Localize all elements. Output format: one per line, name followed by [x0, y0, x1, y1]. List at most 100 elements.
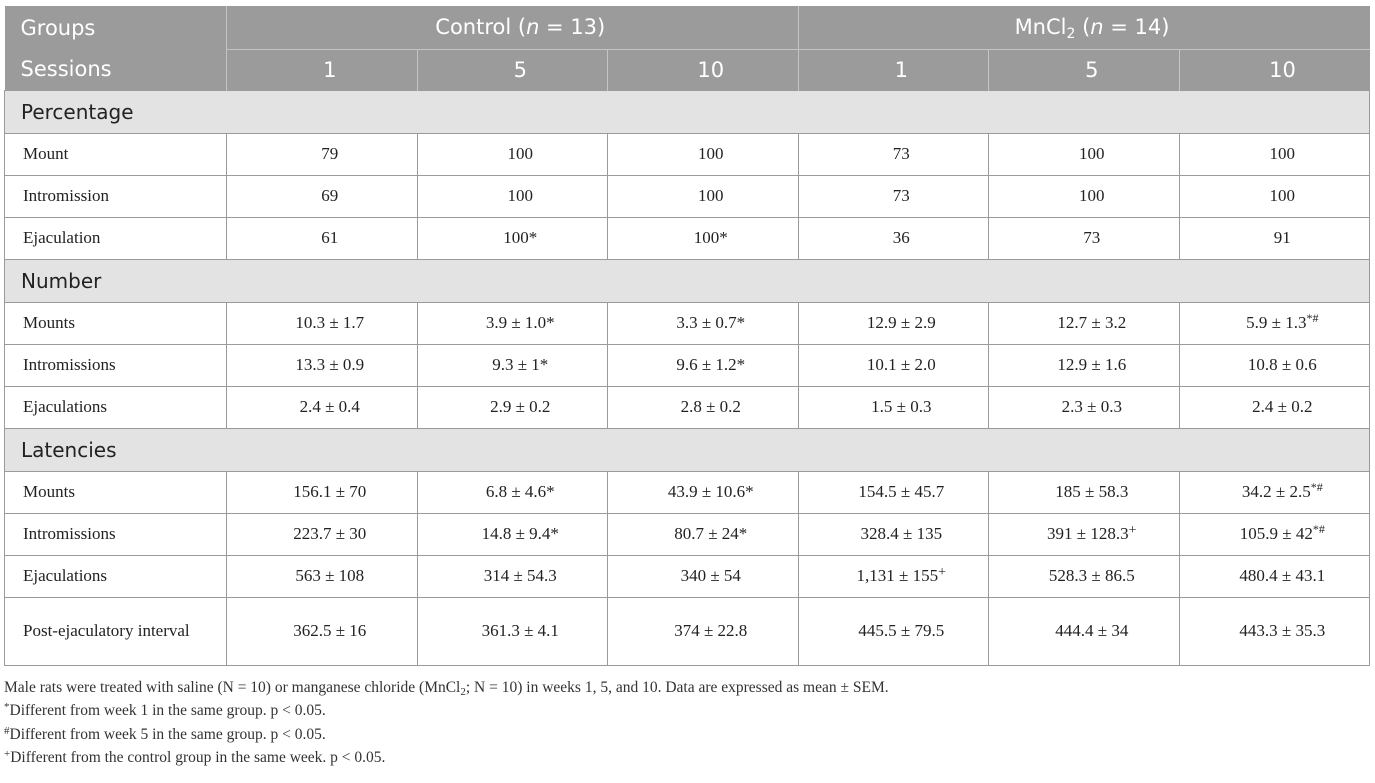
table-cell: 362.5 ± 16 — [226, 596, 418, 666]
table-row: Intromission 69 100 100 73 100 100 — [4, 174, 1371, 218]
table-cell: 9.3 ± 1* — [416, 343, 608, 387]
table-cell: 2.4 ± 0.2 — [1178, 385, 1371, 429]
session-header: 1 — [797, 49, 989, 90]
session-header: 5 — [988, 49, 1180, 90]
table-cell: 2.4 ± 0.4 — [226, 385, 418, 429]
table-cell: 100* — [607, 216, 799, 260]
cell-value: 100 — [1269, 144, 1296, 163]
row-label: Mounts — [4, 470, 227, 514]
table-row: Ejaculations 563 ± 108 314 ± 54.3 340 ± 54 1… — [4, 554, 1371, 598]
footnote-main-sub: 2 — [460, 685, 466, 698]
cell-value: 314 ± 54.3 — [483, 566, 557, 585]
table-cell: 3.9 ± 1.0* — [416, 301, 608, 345]
table-cell: 10.3 ± 1.7 — [226, 301, 418, 345]
table-footnotes: Male rats were treated with saline (N = … — [4, 676, 1370, 770]
cell-value: 6.8 ± 4.6* — [485, 482, 555, 501]
footnote-item: +Different from the control group in the… — [4, 746, 1370, 770]
cell-value: 374 ± 22.8 — [674, 621, 748, 640]
cell-value: 100 — [698, 144, 724, 163]
table-cell: 361.3 ± 4.1 — [416, 596, 608, 666]
control-group-header: Control (n = 13) — [226, 6, 799, 50]
footnote-main-post: ; N = 10) in weeks 1, 5, and 10. Data ar… — [465, 678, 889, 696]
row-label: Ejaculations — [4, 385, 227, 429]
table-row: Intromissions 223.7 ± 30 14.8 ± 9.4* 80.7 ±… — [4, 512, 1371, 556]
control-name: Control ( — [435, 15, 527, 40]
table-row: Intromissions 13.3 ± 0.9 9.3 ± 1* 9.6 ± 1.2… — [4, 343, 1371, 387]
table-cell: 563 ± 108 — [226, 554, 418, 598]
header-row-sessions: Sessions 1 5 10 1 5 10 — [4, 49, 1370, 90]
cell-value: 5.9 ± 1.3 — [1246, 313, 1307, 332]
cell-significance-mark: + — [1128, 523, 1137, 538]
table-cell: 156.1 ± 70 — [226, 470, 418, 514]
table-cell: 314 ± 54.3 — [416, 554, 608, 598]
row-label: Ejaculation — [4, 216, 227, 260]
table-cell: 100 — [416, 132, 608, 176]
mn-n-var: n — [1090, 15, 1104, 40]
cell-value: 443.3 ± 35.3 — [1239, 621, 1326, 640]
footnote-text: Different from week 5 in the same group.… — [9, 725, 326, 743]
cell-value: 43.9 ± 10.6* — [667, 482, 754, 501]
row-label: Intromissions — [4, 512, 227, 556]
table-cell: 223.7 ± 30 — [226, 512, 418, 556]
table-cell: 100 — [607, 132, 799, 176]
cell-value: 2.9 ± 0.2 — [490, 397, 551, 416]
cell-value: 154.5 ± 45.7 — [858, 482, 945, 501]
table-cell: 445.5 ± 79.5 — [797, 596, 990, 666]
table-cell: 100 — [607, 174, 799, 218]
cell-value: 362.5 ± 16 — [293, 621, 367, 640]
control-n-var: n — [526, 15, 540, 40]
cell-value: 444.4 ± 34 — [1055, 621, 1129, 640]
table-cell: 3.3 ± 0.7* — [607, 301, 799, 345]
cell-value: 73 — [892, 144, 910, 163]
section-title: Number — [3, 258, 1371, 303]
table-cell: 100 — [988, 132, 1180, 176]
footnote-text: Different from week 1 in the same group.… — [9, 702, 326, 719]
cell-value: 100 — [698, 186, 724, 205]
section-row: Percentage — [3, 89, 1371, 134]
header-row-groups: Groups Control (n = 13) MnCl2 (n = 14) — [4, 6, 1370, 50]
table-cell: 36 — [797, 216, 990, 260]
cell-significance-mark: *# — [1310, 480, 1323, 494]
cell-value: 340 ± 54 — [680, 566, 741, 585]
cell-value: 61 — [321, 228, 339, 247]
table-row: Ejaculation 61 100* 100* 36 73 91 — [4, 216, 1371, 260]
cell-value: 10.8 ± 0.6 — [1247, 355, 1317, 374]
sessions-header: Sessions — [4, 49, 227, 90]
cell-value: 156.1 ± 70 — [293, 482, 367, 501]
cell-value: 361.3 ± 4.1 — [481, 621, 559, 640]
table-cell: 391 ± 128.3+ — [988, 512, 1180, 556]
footnote-mark: + — [4, 748, 11, 760]
table-cell: 185 ± 58.3 — [988, 470, 1180, 514]
cell-value: 9.6 ± 1.2* — [676, 355, 746, 374]
table-cell: 1,131 ± 155+ — [797, 554, 990, 598]
cell-value: 69 — [321, 186, 339, 205]
cell-value: 12.7 ± 3.2 — [1057, 313, 1127, 332]
table-cell: 80.7 ± 24* — [607, 512, 799, 556]
row-label: Intromission — [4, 174, 227, 218]
cell-value: 1.5 ± 0.3 — [871, 397, 932, 416]
table-cell: 100 — [1178, 174, 1371, 218]
cell-value: 73 — [892, 186, 910, 205]
section-title: Latencies — [3, 427, 1371, 472]
cell-value: 185 ± 58.3 — [1055, 482, 1129, 501]
cell-value: 563 ± 108 — [295, 566, 365, 585]
footnote-item: #Different from week 5 in the same group… — [4, 723, 1370, 747]
table-cell: 154.5 ± 45.7 — [797, 470, 990, 514]
cell-value: 9.3 ± 1* — [492, 355, 549, 374]
table-cell: 528.3 ± 86.5 — [988, 554, 1180, 598]
cell-value: 3.3 ± 0.7* — [676, 313, 746, 332]
table-row: Post-ejaculatory interval 362.5 ± 16 361.3… — [4, 596, 1371, 666]
section-row: Latencies — [3, 427, 1371, 472]
table-row: Mounts 156.1 ± 70 6.8 ± 4.6* 43.9 ± 10.6* 15… — [4, 470, 1371, 514]
table-cell: 328.4 ± 135 — [797, 512, 990, 556]
table-cell: 2.9 ± 0.2 — [416, 385, 608, 429]
cell-value: 100 — [1079, 186, 1105, 205]
footnote-mark: * — [4, 701, 10, 713]
row-label: Ejaculations — [4, 554, 227, 598]
cell-value: 10.3 ± 1.7 — [295, 313, 365, 332]
cell-value: 36 — [892, 228, 910, 247]
cell-value: 100* — [693, 228, 728, 247]
footnote-item: *Different from week 1 in the same group… — [4, 699, 1370, 723]
cell-value: 12.9 ± 2.9 — [866, 313, 936, 332]
table-cell: 14.8 ± 9.4* — [416, 512, 608, 556]
